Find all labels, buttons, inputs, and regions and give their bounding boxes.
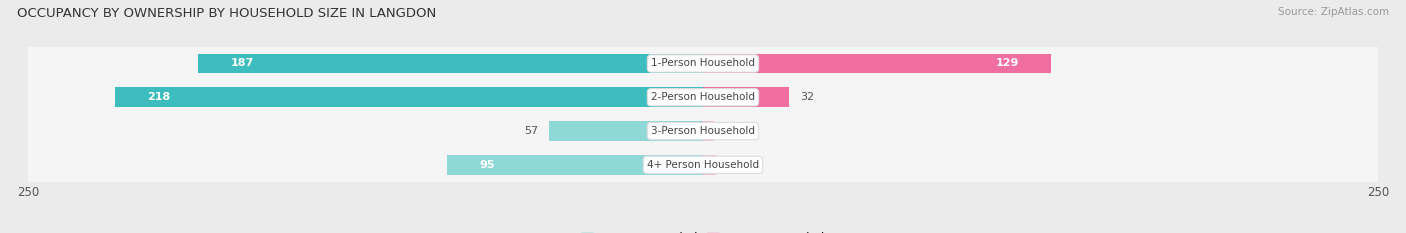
Legend: Owner-occupied, Renter-occupied: Owner-occupied, Renter-occupied: [576, 228, 830, 233]
Bar: [198, 54, 703, 73]
Text: 5: 5: [727, 160, 734, 170]
Text: 3-Person Household: 3-Person Household: [651, 126, 755, 136]
FancyBboxPatch shape: [14, 0, 1392, 233]
Text: 57: 57: [524, 126, 538, 136]
Text: 4: 4: [724, 126, 731, 136]
Text: 129: 129: [995, 58, 1019, 69]
Bar: [703, 121, 714, 141]
Text: 187: 187: [231, 58, 254, 69]
FancyBboxPatch shape: [14, 0, 1392, 233]
Bar: [703, 155, 717, 175]
Bar: [703, 54, 1052, 73]
Text: 95: 95: [479, 160, 495, 170]
Text: Source: ZipAtlas.com: Source: ZipAtlas.com: [1278, 7, 1389, 17]
Text: 218: 218: [146, 92, 170, 102]
Bar: [114, 87, 703, 107]
Text: 1-Person Household: 1-Person Household: [651, 58, 755, 69]
Bar: [703, 87, 789, 107]
Text: 4+ Person Household: 4+ Person Household: [647, 160, 759, 170]
Text: 32: 32: [800, 92, 814, 102]
Text: 2-Person Household: 2-Person Household: [651, 92, 755, 102]
FancyBboxPatch shape: [14, 0, 1392, 233]
FancyBboxPatch shape: [14, 0, 1392, 233]
Bar: [447, 155, 703, 175]
Bar: [550, 121, 703, 141]
Text: OCCUPANCY BY OWNERSHIP BY HOUSEHOLD SIZE IN LANGDON: OCCUPANCY BY OWNERSHIP BY HOUSEHOLD SIZE…: [17, 7, 436, 20]
